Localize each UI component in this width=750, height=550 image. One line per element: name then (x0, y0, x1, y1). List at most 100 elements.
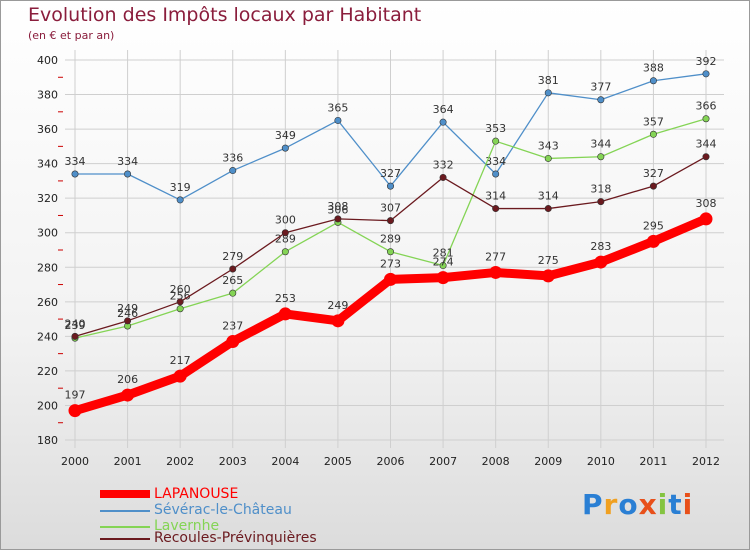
data-point-lapanouse (646, 234, 660, 248)
data-point-s-v-rac-le-ch-teau (386, 182, 394, 190)
data-label-recoules-pr-vinqui-res: 308 (327, 200, 348, 213)
data-label-s-v-rac-le-ch-teau: 327 (380, 167, 401, 180)
data-point-recoules-pr-vinqui-res (544, 205, 552, 213)
x-tick-label: 2007 (429, 455, 457, 468)
data-label-lapanouse: 277 (485, 250, 506, 263)
data-label-recoules-pr-vinqui-res: 332 (433, 158, 454, 171)
data-point-s-v-rac-le-ch-teau (229, 167, 237, 175)
data-point-recoules-pr-vinqui-res (597, 198, 605, 206)
logo-letter: P (582, 488, 604, 521)
data-point-recoules-pr-vinqui-res (649, 182, 657, 190)
data-label-recoules-pr-vinqui-res: 318 (590, 183, 611, 196)
data-point-lavernhe (176, 305, 184, 313)
data-label-lapanouse: 253 (275, 292, 296, 305)
y-tick-label: 320 (37, 192, 58, 205)
data-point-s-v-rac-le-ch-teau (439, 118, 447, 126)
x-tick-label: 2008 (482, 455, 510, 468)
data-label-lapanouse: 308 (696, 197, 717, 210)
chart-subtitle: (en € et par an) (28, 29, 115, 42)
y-tick-label: 300 (37, 227, 58, 240)
data-point-s-v-rac-le-ch-teau (71, 170, 79, 178)
data-point-s-v-rac-le-ch-teau (124, 170, 132, 178)
data-point-lapanouse (384, 272, 397, 286)
data-point-lavernhe (702, 115, 710, 123)
data-point-s-v-rac-le-ch-teau (334, 116, 342, 124)
data-point-s-v-rac-le-ch-teau (597, 96, 605, 104)
data-point-recoules-pr-vinqui-res (176, 298, 184, 306)
data-label-s-v-rac-le-ch-teau: 381 (538, 74, 559, 87)
x-tick-label: 2001 (114, 455, 142, 468)
data-point-lapanouse (541, 269, 555, 283)
data-point-lavernhe (386, 248, 394, 256)
x-tick-label: 2010 (587, 455, 615, 468)
data-point-lavernhe (281, 248, 289, 256)
x-tick-label: 2006 (377, 455, 405, 468)
data-label-lavernhe: 344 (590, 138, 611, 151)
data-label-lavernhe: 366 (696, 100, 717, 113)
data-label-s-v-rac-le-ch-teau: 392 (696, 55, 717, 68)
data-label-lavernhe: 281 (433, 247, 454, 260)
data-label-lavernhe: 357 (643, 115, 664, 128)
data-label-lavernhe: 246 (117, 307, 138, 320)
data-point-s-v-rac-le-ch-teau (176, 196, 184, 204)
data-label-lapanouse: 283 (590, 240, 611, 253)
logo-letter: i (657, 488, 669, 521)
data-point-lavernhe (229, 289, 237, 297)
y-tick-label: 240 (37, 330, 58, 343)
data-label-lavernhe: 353 (485, 122, 506, 135)
data-point-s-v-rac-le-ch-teau (492, 170, 500, 178)
logo-letter: t (668, 488, 683, 521)
data-label-recoules-pr-vinqui-res: 260 (170, 283, 191, 296)
data-label-s-v-rac-le-ch-teau: 364 (433, 103, 454, 116)
data-point-recoules-pr-vinqui-res (71, 332, 79, 340)
data-label-s-v-rac-le-ch-teau: 377 (590, 81, 611, 94)
data-label-lavernhe: 289 (380, 233, 401, 246)
logo-letter: x (638, 488, 658, 521)
data-point-lapanouse (68, 404, 82, 418)
data-label-recoules-pr-vinqui-res: 279 (222, 250, 243, 263)
data-label-s-v-rac-le-ch-teau: 334 (117, 155, 138, 168)
y-tick-label: 380 (37, 89, 58, 102)
data-label-recoules-pr-vinqui-res: 344 (696, 138, 717, 151)
data-label-lavernhe: 239 (65, 319, 86, 332)
data-label-lapanouse: 197 (65, 389, 86, 402)
data-point-s-v-rac-le-ch-teau (281, 144, 289, 152)
data-label-lapanouse: 275 (538, 254, 559, 267)
data-point-s-v-rac-le-ch-teau (649, 77, 657, 85)
data-point-lapanouse (331, 314, 345, 328)
data-label-recoules-pr-vinqui-res: 240 (65, 317, 86, 330)
logo-letter: i (682, 488, 694, 521)
data-label-s-v-rac-le-ch-teau: 336 (222, 152, 243, 165)
data-label-recoules-pr-vinqui-res: 327 (643, 167, 664, 180)
x-tick-label: 2003 (219, 455, 247, 468)
y-tick-label: 220 (37, 365, 58, 378)
data-label-lavernhe: 306 (327, 203, 348, 216)
data-label-lapanouse: 274 (433, 256, 454, 269)
data-point-lapanouse (699, 212, 713, 226)
data-point-lavernhe (544, 154, 552, 162)
y-tick-label: 360 (37, 123, 58, 136)
legend-swatch-lapanouse (100, 490, 150, 498)
data-point-recoules-pr-vinqui-res (439, 173, 447, 181)
data-point-recoules-pr-vinqui-res (386, 217, 394, 225)
x-tick-label: 2011 (639, 455, 667, 468)
data-point-lapanouse (278, 307, 292, 321)
data-point-recoules-pr-vinqui-res (702, 153, 710, 161)
legend-label-recoules: Recoules-Prévinquières (154, 530, 317, 546)
data-point-lapanouse (173, 369, 187, 383)
data-label-s-v-rac-le-ch-teau: 334 (65, 155, 86, 168)
data-point-s-v-rac-le-ch-teau (544, 89, 552, 97)
chart-title: Evolution des Impôts locaux par Habitant (28, 4, 422, 26)
logo-letter: r (603, 488, 619, 521)
data-label-lavernhe: 256 (170, 290, 191, 303)
data-label-lapanouse: 237 (222, 320, 243, 333)
data-point-lapanouse (436, 271, 450, 285)
x-tick-label: 2000 (61, 455, 89, 468)
data-point-recoules-pr-vinqui-res (334, 215, 342, 223)
legend-label-lapanouse: LAPANOUSE (154, 486, 239, 502)
logo-letter: o (618, 488, 639, 521)
data-label-lapanouse: 295 (643, 219, 664, 232)
data-label-s-v-rac-le-ch-teau: 349 (275, 129, 296, 142)
y-tick-label: 200 (37, 399, 58, 412)
